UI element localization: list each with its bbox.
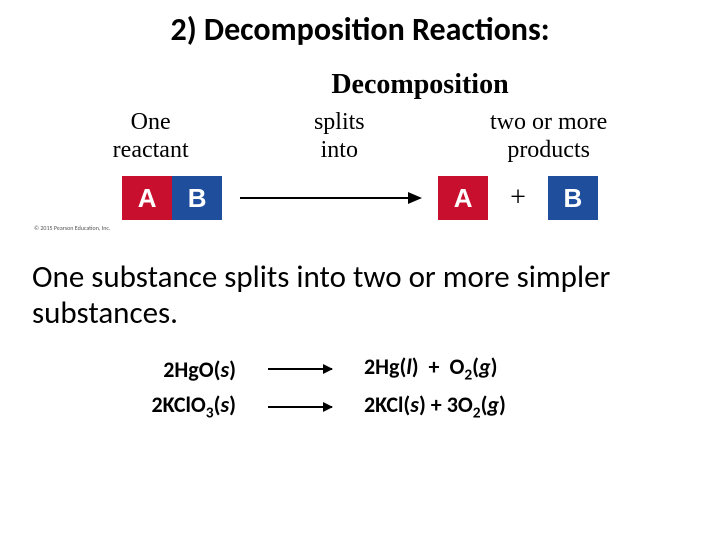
diagram-word-row: One reactant splits into two or more pro… bbox=[30, 109, 690, 164]
block-b-right: B bbox=[548, 176, 598, 220]
arrow-icon bbox=[268, 406, 332, 408]
block-a-right: A bbox=[438, 176, 488, 220]
word-left-top: One bbox=[113, 109, 189, 137]
word-left-bottom: reactant bbox=[113, 137, 189, 165]
word-right-top: two or more bbox=[490, 109, 607, 137]
eq2-arrow bbox=[260, 406, 340, 408]
arrow-icon bbox=[268, 368, 332, 370]
eq1-left: 2HgO(s) bbox=[0, 356, 260, 383]
eq1-right: 2Hg(l) + O2(g) bbox=[340, 353, 497, 384]
word-right-bottom: products bbox=[490, 137, 607, 165]
block-row: A B A + B bbox=[30, 176, 690, 220]
word-col-right: two or more products bbox=[490, 109, 607, 164]
word-mid-bottom: into bbox=[314, 137, 365, 165]
equation-row-2: 2KClO3(s) 2KCl(s) + 3O2(g) bbox=[0, 391, 720, 422]
equations-block: 2HgO(s) 2Hg(l) + O2(g) 2KClO3(s) 2KCl(s)… bbox=[0, 353, 720, 422]
description-text: One substance splits into two or more si… bbox=[0, 242, 720, 341]
reactant-block: A B bbox=[122, 176, 222, 220]
decomposition-diagram: Decomposition One reactant splits into t… bbox=[30, 69, 690, 232]
eq2-left: 2KClO3(s) bbox=[0, 391, 260, 422]
block-a-left: A bbox=[122, 176, 172, 220]
eq2-right: 2KCl(s) + 3O2(g) bbox=[340, 391, 506, 422]
diagram-header: Decomposition bbox=[150, 69, 690, 101]
eq1-arrow bbox=[260, 368, 340, 370]
equation-row-1: 2HgO(s) 2Hg(l) + O2(g) bbox=[0, 353, 720, 384]
word-col-left: One reactant bbox=[113, 109, 189, 164]
plus-sign: + bbox=[510, 182, 526, 214]
word-mid-top: splits bbox=[314, 109, 365, 137]
page-title: 2) Decomposition Reactions: bbox=[0, 0, 720, 49]
block-b-left: B bbox=[172, 176, 222, 220]
reaction-arrow-icon bbox=[240, 197, 420, 199]
copyright-text: © 2015 Pearson Education, Inc. bbox=[34, 224, 690, 232]
word-col-mid: splits into bbox=[314, 109, 365, 164]
